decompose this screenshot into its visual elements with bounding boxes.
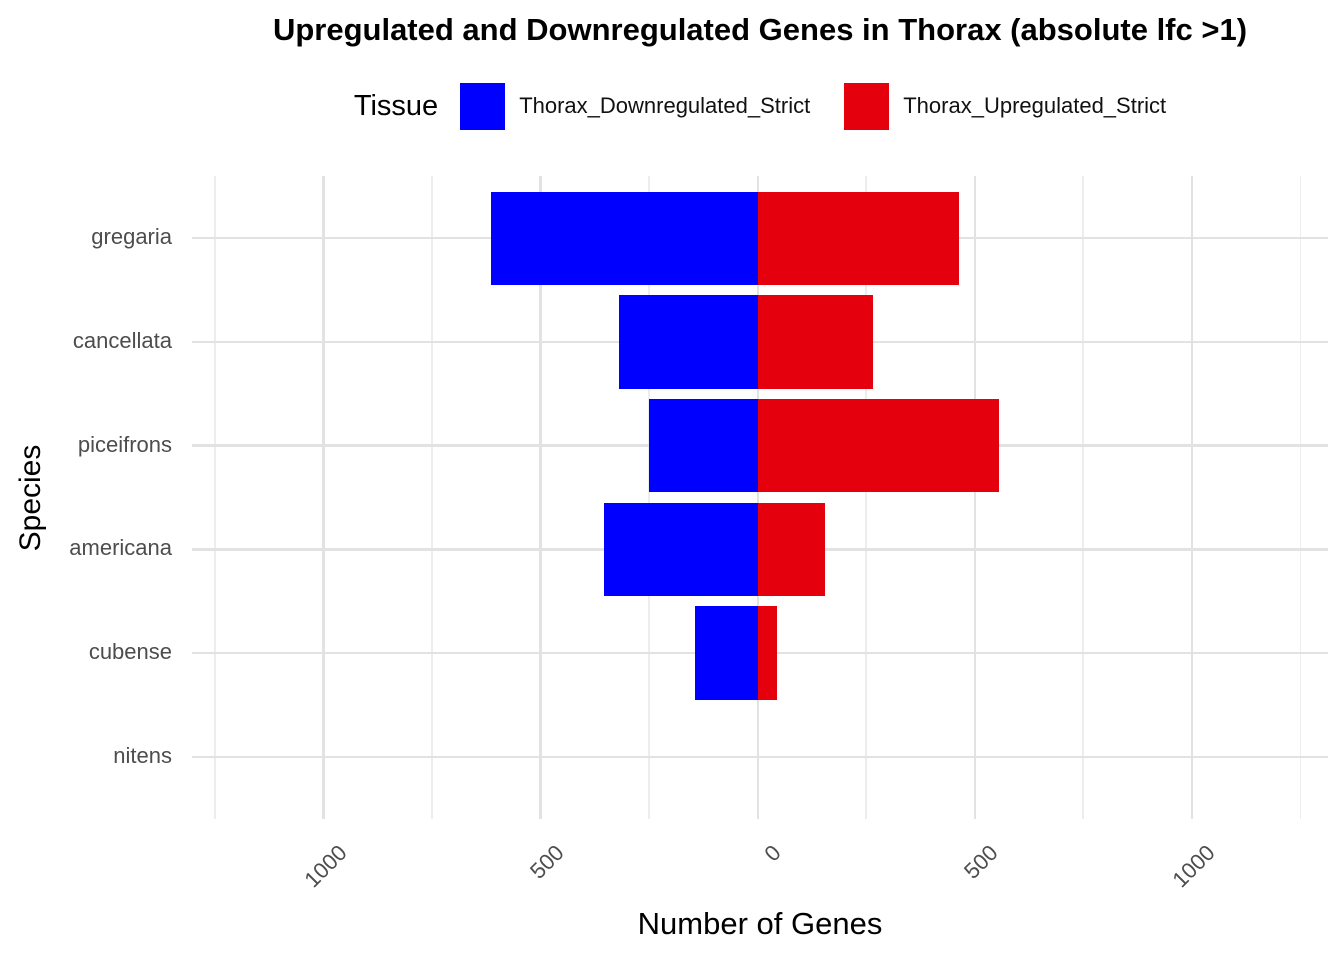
chart-title: Upregulated and Downregulated Genes in T… [272, 12, 1248, 47]
legend-entry-upregulated: Thorax_Upregulated_Strict [844, 82, 1167, 130]
bar-upregulated-americana [757, 502, 825, 596]
bar-upregulated-cancellata [757, 295, 873, 389]
gridline-vertical-minor [214, 176, 216, 819]
legend-label-upregulated: Thorax_Upregulated_Strict [903, 93, 1167, 118]
gridline-vertical-minor [431, 176, 433, 819]
bar-downregulated-cubense [694, 606, 758, 700]
x-tick-label-1000-0: 1000 [298, 840, 352, 893]
bar-upregulated-cubense [757, 606, 778, 700]
y-category-label-cancellata: cancellata [72, 327, 172, 353]
bar-downregulated-gregaria [490, 191, 758, 285]
y-category-label-cubense: cubense [88, 639, 172, 665]
bar-upregulated-gregaria [757, 191, 960, 285]
gridline-vertical-minor [1299, 176, 1301, 819]
legend: Tissue Thorax_Downregulated_Strict Thora… [192, 78, 1328, 134]
gridline-vertical-major [973, 176, 976, 819]
bar-downregulated-americana [603, 502, 758, 596]
bar-downregulated-cancellata [618, 295, 758, 389]
y-category-label-piceifrons: piceifrons [77, 431, 172, 457]
gridline-vertical-major [322, 176, 325, 819]
gridline-vertical-major [539, 176, 542, 819]
gridline-vertical-major [1190, 176, 1193, 819]
x-axis-title: Number of Genes [637, 906, 883, 941]
gridline-vertical-minor [865, 176, 867, 819]
x-tick-label-1000-4: 1000 [1167, 840, 1220, 893]
x-tick-label-0-2: 0 [758, 840, 786, 867]
x-tick-label-500-1: 500 [524, 840, 569, 884]
legend-swatch-downregulated-icon [460, 82, 506, 130]
y-category-label-americana: americana [69, 535, 172, 561]
plot-panel [192, 176, 1328, 819]
gridline-vertical-minor [648, 176, 650, 819]
legend-label-downregulated: Thorax_Downregulated_Strict [519, 93, 811, 118]
legend-entry-downregulated: Thorax_Downregulated_Strict [460, 82, 811, 130]
y-category-label-nitens: nitens [113, 742, 172, 768]
bar-downregulated-piceifrons [649, 398, 758, 493]
bar-upregulated-piceifrons [757, 398, 999, 493]
gridline-vertical-minor [1082, 176, 1084, 819]
x-tick-label-500-3: 500 [958, 840, 1003, 884]
legend-swatch-upregulated-icon [844, 82, 890, 130]
legend-title: Tissue [353, 89, 439, 122]
gridline-vertical-major [756, 176, 759, 819]
gridline-horizontal-major [192, 755, 1328, 758]
y-category-label-gregaria: gregaria [91, 224, 172, 250]
